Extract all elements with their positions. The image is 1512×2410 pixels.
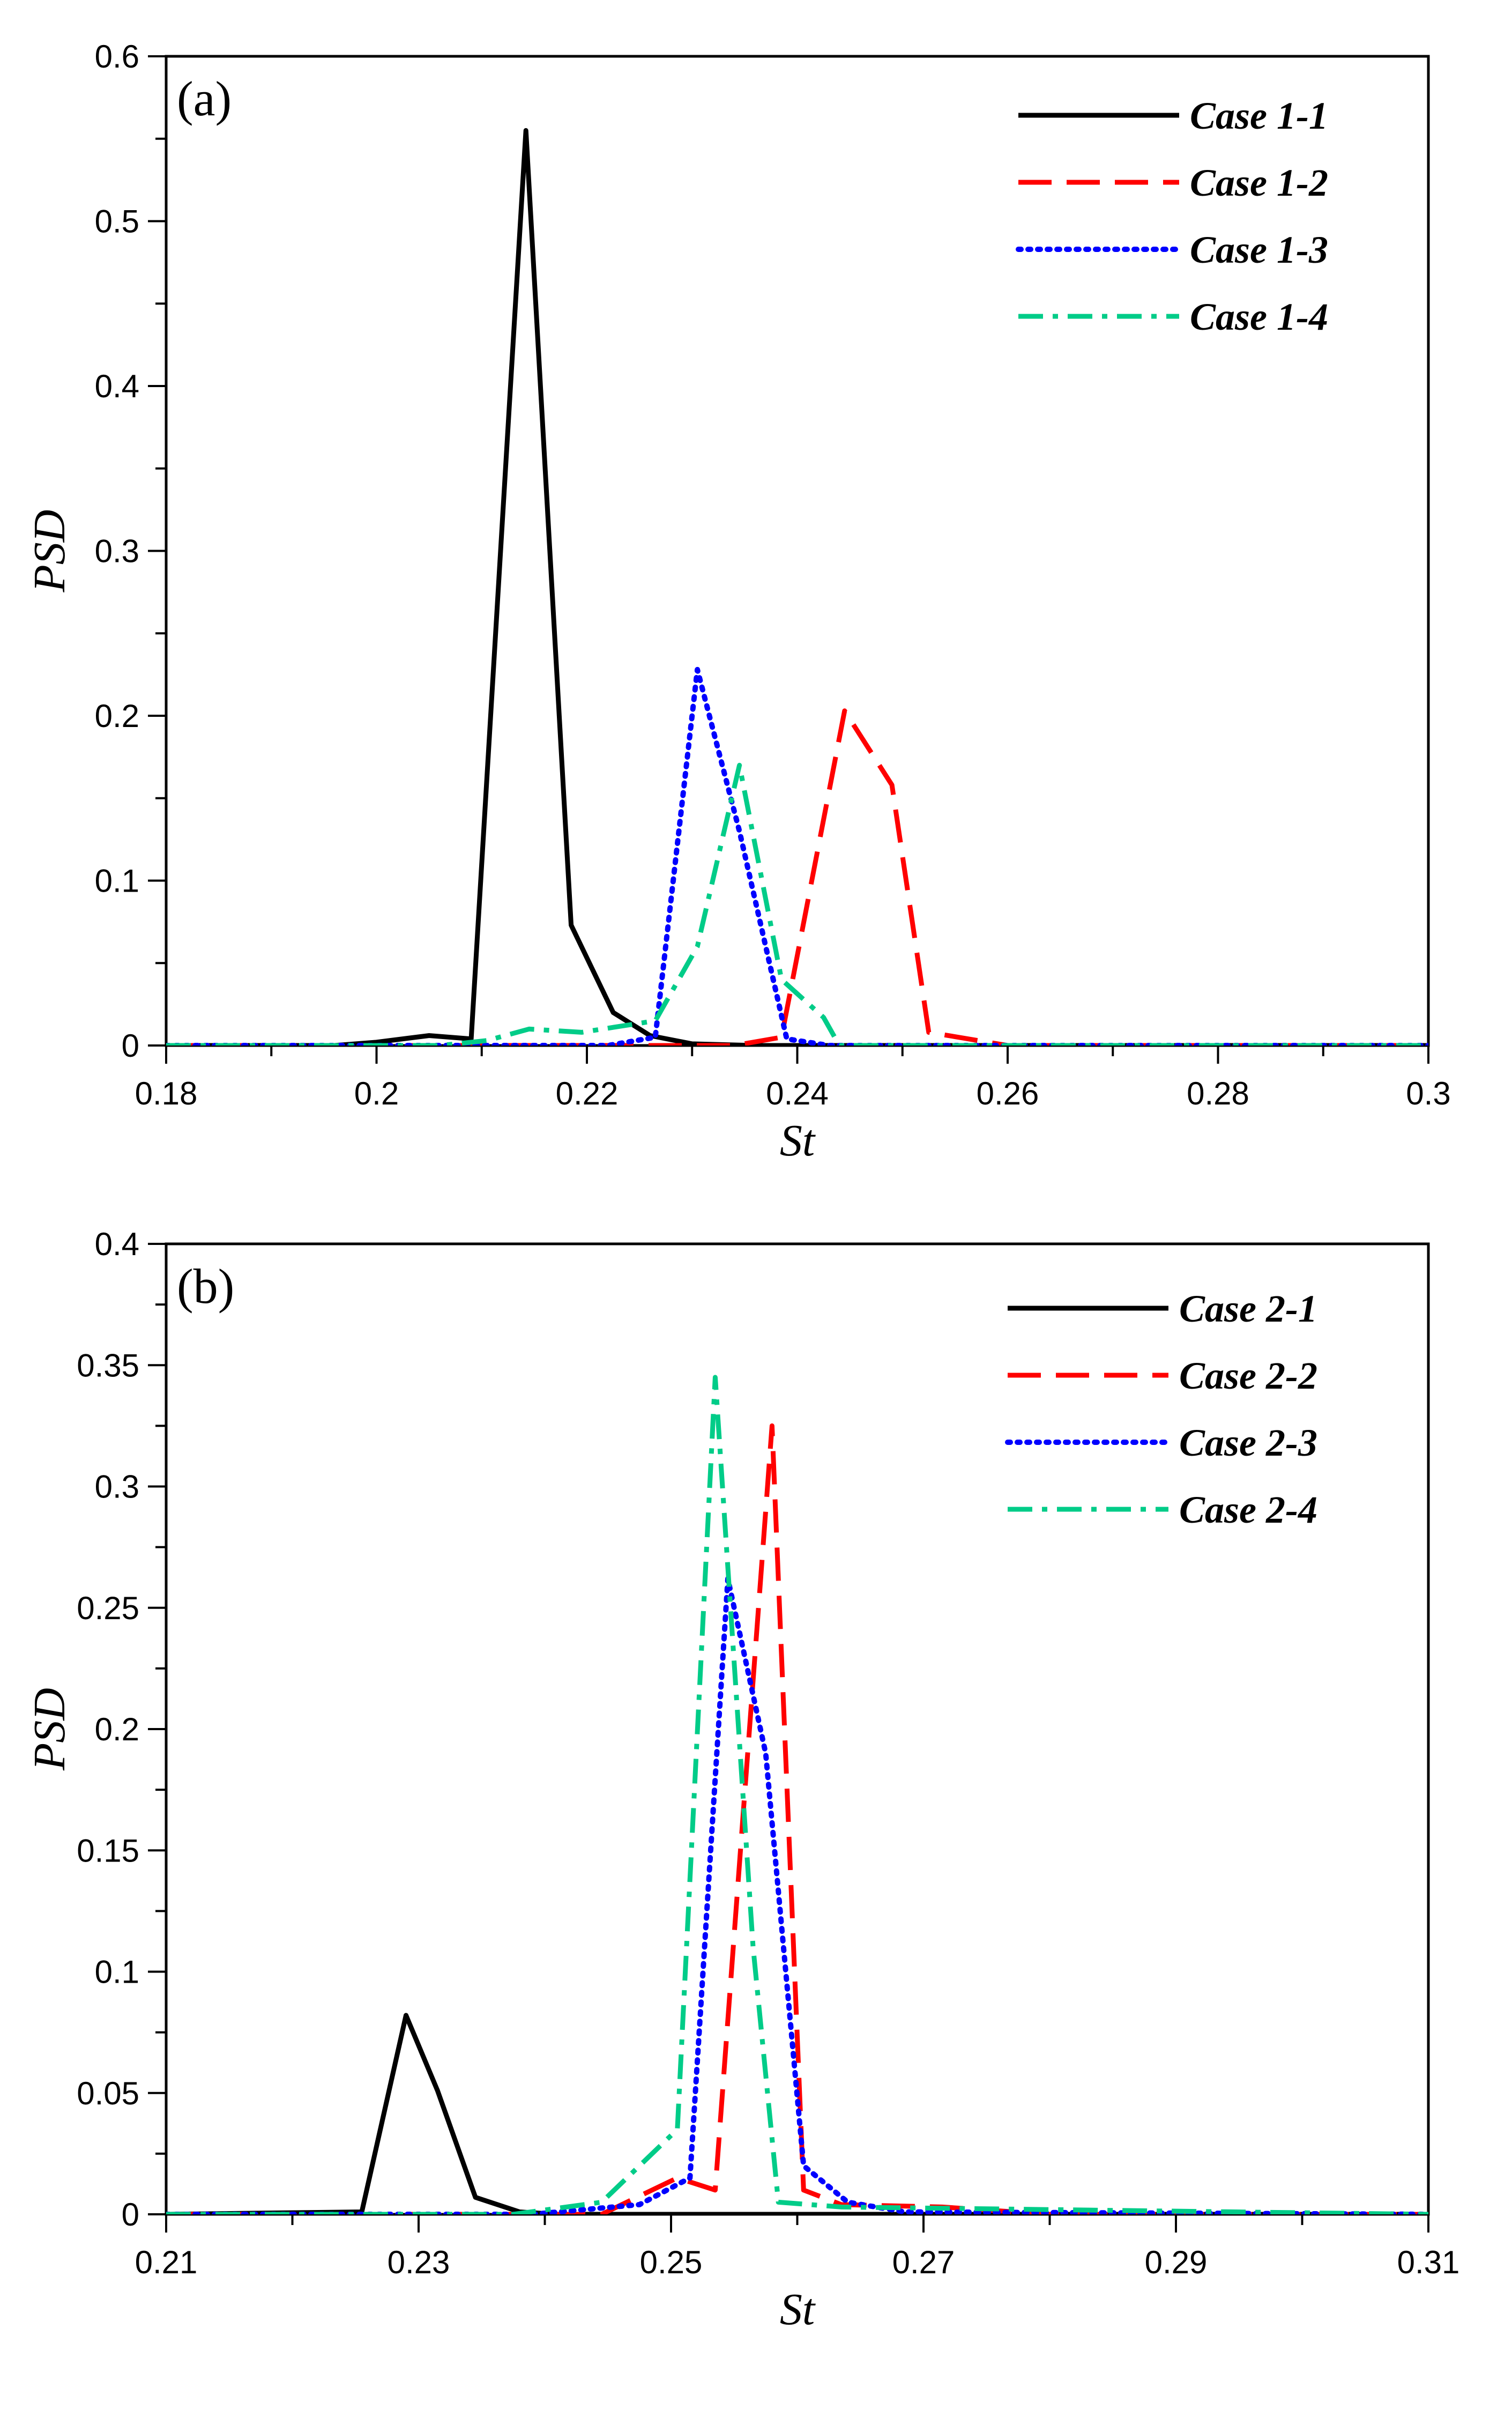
y-tick-label: 0.1	[95, 863, 139, 899]
y-tick-label: 0.4	[95, 368, 139, 404]
x-tick-label: 0.18	[135, 1076, 198, 1111]
y-tick-label: 0.5	[95, 204, 139, 240]
series-group	[166, 1375, 1428, 2214]
legend-label: Case 1-2	[1190, 161, 1328, 204]
series-line-case-2-3	[166, 1576, 1428, 2214]
x-tick-label: 0.27	[892, 2244, 955, 2280]
x-tick-label: 0.3	[1406, 1076, 1450, 1111]
x-tick-label: 0.23	[388, 2244, 450, 2280]
y-axis-label: PSD	[25, 510, 75, 593]
y-tick-label: 0	[122, 2197, 139, 2233]
panel-label: (a)	[177, 71, 232, 126]
x-tick-label: 0.21	[135, 2244, 198, 2280]
y-tick-label: 0.6	[95, 39, 139, 75]
y-tick-label: 0.3	[95, 1469, 139, 1505]
plot-frame	[165, 55, 1430, 1047]
legend-label: Case 2-2	[1179, 1354, 1317, 1397]
y-axis-label: PSD	[25, 1688, 75, 1771]
y-tick-label: 0.15	[77, 1833, 139, 1868]
x-tick-label: 0.28	[1187, 1076, 1249, 1111]
legend: Case 2-1 Case 2-2 Case 2-3 Case 2-4	[1005, 1287, 1317, 1531]
x-tick-label: 0.26	[977, 1076, 1039, 1111]
y-tick-label: 0.1	[95, 1954, 139, 1990]
series-line-case-2-4	[166, 1375, 1428, 2214]
x-axis-label: St	[780, 1116, 816, 1166]
x-tick-label: 0.24	[766, 1076, 829, 1111]
legend-label: Case 1-4	[1190, 295, 1328, 338]
y-tick-label: 0.05	[77, 2075, 139, 2111]
panel-label: (b)	[177, 1259, 234, 1314]
x-tick-label: 0.29	[1145, 2244, 1208, 2280]
y-tick-label: 0.4	[95, 1226, 139, 1262]
series-line-case-1-4	[166, 762, 1428, 1045]
legend-label: Case 1-3	[1190, 228, 1328, 271]
y-tick-label: 0.2	[95, 1711, 139, 1747]
x-tick-label: 0.25	[640, 2244, 703, 2280]
legend-label: Case 2-4	[1179, 1488, 1317, 1531]
legend-label: Case 1-1	[1190, 94, 1328, 137]
legend-label: Case 2-1	[1179, 1287, 1317, 1330]
series-line-case-1-3	[166, 666, 1428, 1045]
x-tick-label: 0.22	[556, 1076, 619, 1111]
legend-label: Case 2-3	[1179, 1421, 1317, 1464]
legend: Case 1-1 Case 1-2 Case 1-3 Case 1-4	[1016, 94, 1328, 338]
x-axis-label: St	[780, 2285, 816, 2334]
chart-panel-a: 0.18 0.2 0.22 0.24 0.26 0.28 0.3 0 0.1 0.2 0.3 0.4 0…	[25, 39, 1451, 1166]
series-line-case-1-1	[166, 128, 1428, 1045]
series-group	[166, 128, 1428, 1045]
y-tick-label: 0	[122, 1028, 139, 1064]
y-tick-label: 0.25	[77, 1590, 139, 1626]
x-tick-label: 0.31	[1397, 2244, 1460, 2280]
y-tick-label: 0.35	[77, 1347, 139, 1383]
y-tick-label: 0.3	[95, 533, 139, 569]
chart-panel-b: 0.21 0.23 0.25 0.27 0.29 0.31 0 0.05 0.1 0.15 0.2 0…	[25, 1226, 1459, 2334]
y-tick-label: 0.2	[95, 698, 139, 734]
x-tick-label: 0.2	[354, 1076, 399, 1111]
